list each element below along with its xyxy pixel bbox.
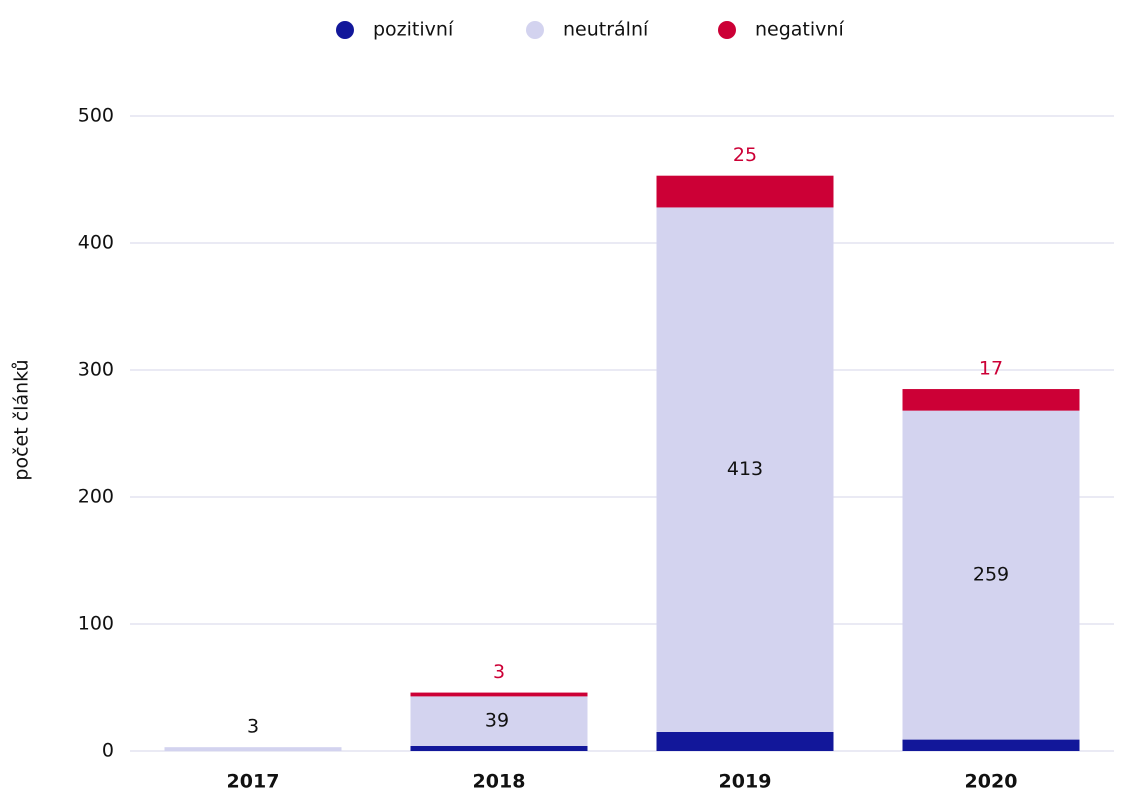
- data-label: 39: [485, 710, 509, 732]
- y-tick-label: 400: [78, 232, 114, 254]
- bar-segment: [656, 207, 834, 732]
- bar-segment: [902, 410, 1080, 740]
- x-tick-label: 2018: [473, 771, 526, 793]
- bar-segment: [656, 175, 834, 208]
- data-label: 17: [979, 358, 1003, 380]
- x-tick-label: 2020: [965, 771, 1018, 793]
- bar-segment: [656, 731, 834, 751]
- bar-segment: [410, 745, 588, 751]
- y-tick-label: 500: [78, 105, 114, 127]
- legend-label: negativní: [755, 19, 844, 41]
- legend-swatch: [526, 21, 544, 39]
- y-tick-label: 0: [102, 740, 114, 762]
- legend-label: pozitivní: [373, 19, 454, 41]
- bar-segment: [410, 692, 588, 697]
- x-tick-label: 2019: [719, 771, 772, 793]
- data-label: 413: [727, 458, 763, 480]
- bar-segment: [410, 696, 588, 746]
- bar-segment: [164, 747, 342, 751]
- y-tick-label: 300: [78, 359, 114, 381]
- legend-swatch: [336, 21, 354, 39]
- data-label: 259: [973, 564, 1009, 586]
- y-tick-label: 200: [78, 486, 114, 508]
- bar-segment: [902, 739, 1080, 751]
- data-label: 3: [493, 661, 505, 683]
- data-label: 3: [247, 716, 259, 738]
- x-tick-label: 2017: [227, 771, 280, 793]
- y-axis-title: počet článků: [11, 359, 33, 480]
- legend-label: neutrální: [563, 19, 649, 41]
- data-label: 25: [733, 144, 757, 166]
- bar-segment: [902, 389, 1080, 411]
- legend-swatch: [718, 21, 736, 39]
- y-tick-label: 100: [78, 613, 114, 635]
